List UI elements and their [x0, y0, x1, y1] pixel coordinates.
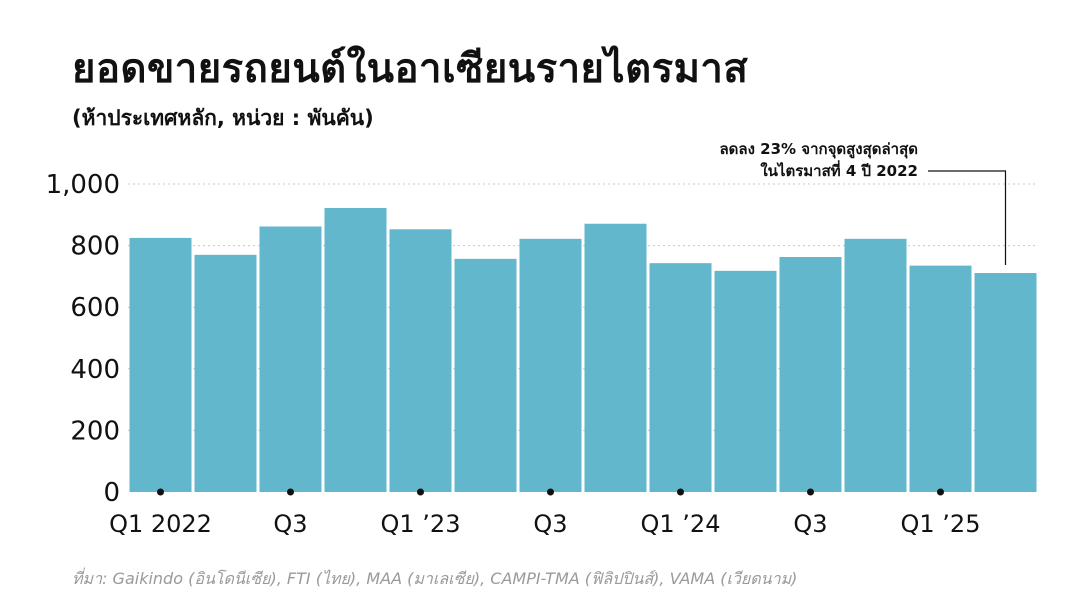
bar — [779, 256, 842, 492]
x-tick-label: Q1 2022 — [109, 510, 212, 538]
y-tick-label: 200 — [70, 416, 120, 446]
x-tick-dot — [547, 488, 554, 496]
annotation-leader-line — [928, 170, 1007, 266]
bar — [714, 270, 777, 492]
bar — [519, 238, 582, 492]
bar — [844, 238, 907, 492]
chart-title: ยอดขายรถยนต์ในอาเซียนรายไตรมาส — [72, 46, 749, 92]
annotation-line-1: ลดลง 23% จากจุดสูงสุดล่าสุด — [719, 140, 918, 159]
x-tick-dot — [677, 488, 684, 496]
bar — [324, 208, 387, 493]
x-tick-dot — [157, 488, 164, 496]
x-tick-label: Q1 ’23 — [381, 510, 461, 538]
bar — [259, 226, 322, 492]
bar — [649, 263, 712, 492]
x-tick-label: Q1 ’24 — [641, 510, 721, 538]
x-tick-label: Q3 — [273, 510, 307, 538]
bar — [974, 273, 1037, 492]
bar — [129, 237, 192, 492]
bar — [909, 265, 972, 492]
y-tick-label: 1,000 — [46, 170, 120, 200]
x-tick-dot — [287, 488, 294, 496]
bar — [194, 254, 257, 492]
x-tick-dot — [937, 488, 944, 496]
y-tick-label: 0 — [103, 478, 120, 508]
x-tick-label: Q3 — [793, 510, 827, 538]
x-tick-label: Q1 ’25 — [901, 510, 981, 538]
x-tick-dot — [417, 488, 424, 496]
bar — [389, 229, 452, 492]
chart-subtitle: (ห้าประเทศหลัก, หน่วย : พันคัน) — [72, 106, 374, 130]
source-note: ที่มา: Gaikindo (อินโดนีเซีย), FTI (ไทย)… — [72, 569, 798, 588]
y-tick-label: 400 — [70, 355, 120, 385]
y-tick-label: 600 — [70, 293, 120, 323]
bar — [584, 223, 647, 492]
bar — [454, 258, 517, 492]
annotation-line-2: ในไตรมาสที่ 4 ปี 2022 — [760, 160, 918, 180]
x-tick-dot — [807, 488, 814, 496]
x-tick-label: Q3 — [533, 510, 567, 538]
y-tick-label: 800 — [70, 232, 120, 262]
